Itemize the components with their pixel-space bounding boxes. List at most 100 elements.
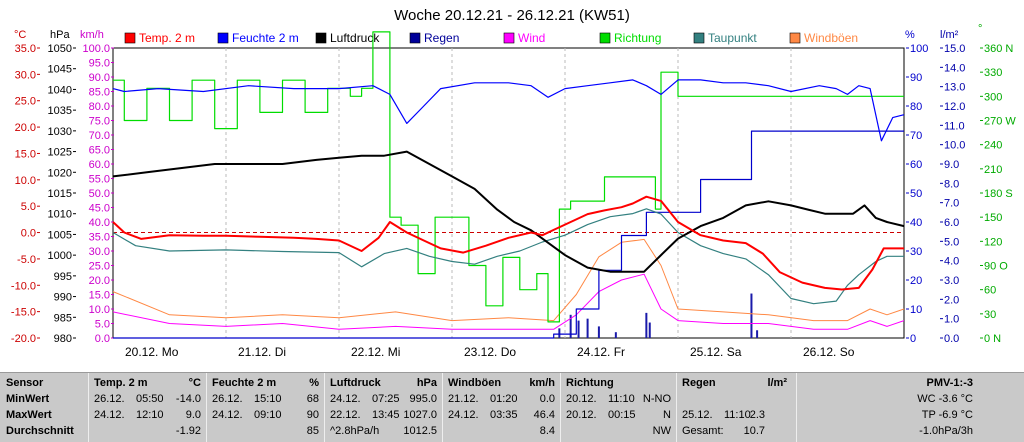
weather-chart: Woche 20.12.21 - 26.12.21 (KW51) °C hPa km/…	[11, 7, 1016, 359]
direction-axis-tick: 0 N	[984, 333, 1001, 345]
rain-axis-tick: 0.0	[944, 333, 959, 345]
stats-value: 1012.5	[403, 425, 437, 437]
stats-time: 05:50	[136, 393, 164, 405]
pressure-axis-tick: 1020	[48, 167, 72, 179]
day-label: 24.12. Fr	[577, 345, 625, 359]
stats-value: N	[663, 409, 671, 421]
legend-swatch	[503, 32, 515, 44]
stats-value: 68	[306, 393, 319, 405]
temp-axis-tick: -5.0	[17, 254, 36, 266]
stats-date: 24.12.	[448, 409, 479, 421]
stats-trend: ^2.8hPa/h	[330, 425, 380, 437]
stats-total-label: Gesamt:	[682, 425, 724, 437]
legend-label: Windböen	[804, 31, 858, 45]
stats-col-direction: Richtung 20.12. 11:10 N-NO 20.12. 00:15 N NW	[560, 373, 677, 442]
direction-unit-label: °	[978, 23, 982, 35]
wind-axis-tick: 10.0	[89, 304, 110, 316]
day-label: 26.12. So	[803, 345, 855, 359]
day-label: 22.12. Mi	[351, 345, 400, 359]
humidity-axis-tick: 70	[910, 130, 922, 142]
wind-axis-tick: 90.0	[89, 72, 110, 84]
rain-bar	[756, 330, 759, 338]
stats-value: 2.3	[749, 409, 765, 421]
humidity-axis-tick: 40	[910, 217, 922, 229]
legend-label: Temp. 2 m	[139, 31, 195, 45]
temp-unit-label: °C	[14, 29, 26, 41]
rain-bar	[648, 322, 651, 338]
temp-axis-tick: 30.0	[15, 69, 36, 81]
direction-axis-tick: 180 S	[984, 188, 1013, 200]
legend-swatch	[693, 32, 705, 44]
humidity-axis-tick: 80	[910, 101, 922, 113]
stats-header: Windböen	[448, 377, 502, 389]
humidity-axis-tick: 20	[910, 275, 922, 287]
stats-value: 9.0	[185, 409, 201, 421]
wind-axis-tick: 25.0	[89, 261, 110, 273]
stats-header: PMV-1:-3	[926, 377, 973, 389]
day-label: 20.12. Mo	[125, 345, 179, 359]
temp-axis-tick: 0.0	[21, 228, 36, 240]
rain-bar	[586, 318, 589, 338]
humidity-axis-tick: 10	[910, 304, 922, 316]
rain-axis-tick: 3.0	[944, 275, 959, 287]
rain-axis-tick: 9.0	[944, 159, 959, 171]
stats-label-max: MaxWert	[6, 409, 52, 421]
rain-axis-tick: 15.0	[944, 43, 965, 55]
legend-label: Wind	[518, 31, 545, 45]
stats-label-min: MinWert	[6, 393, 50, 405]
pressure-axis-tick: 1005	[48, 229, 72, 241]
stats-value: -1.92	[175, 425, 201, 437]
stats-col-pmv: PMV-1:-3 WC -3.6 °C TP -6.9 °C -1.0hPa/3…	[796, 373, 1024, 442]
day-label: 25.12. Sa	[690, 345, 742, 359]
legend-swatch	[217, 32, 229, 44]
legend-swatch	[315, 32, 327, 44]
rain-unit-label: l/m²	[940, 29, 959, 41]
rain-bar	[558, 328, 561, 338]
stats-time: 00:15	[608, 409, 636, 421]
stats-value: 46.4	[533, 409, 555, 421]
legend-swatch	[599, 32, 611, 44]
pressure-axis-tick: 1015	[48, 188, 72, 200]
wind-line	[112, 273, 905, 330]
stats-header-sensor: Sensor	[6, 377, 44, 389]
pressure-axis-tick: 1050	[48, 43, 72, 55]
stats-time: 03:35	[490, 409, 518, 421]
rain-bar	[750, 293, 753, 338]
stats-header: Feuchte 2 m	[212, 377, 277, 389]
stats-label-avg: Durchschnitt	[6, 425, 74, 437]
stats-time: 12:10	[136, 409, 164, 421]
temp-axis-tick: 10.0	[15, 175, 36, 187]
direction-axis-tick: 90 O	[984, 261, 1008, 273]
direction-axis-tick: 30	[984, 309, 996, 321]
temp-axis-tick: 25.0	[15, 96, 36, 108]
stats-value: WC -3.6 °C	[917, 393, 973, 405]
stats-header: Temp. 2 m	[94, 377, 148, 389]
stats-time: 11:10	[608, 393, 635, 405]
temperature-line	[112, 195, 904, 291]
rain-axis-tick: 1.0	[944, 314, 959, 326]
pressure-axis-tick: 1030	[48, 126, 72, 138]
stats-value: 995.0	[409, 393, 437, 405]
pressure-axis-tick: 990	[54, 292, 72, 304]
rain-axis-tick: 2.0	[944, 294, 959, 306]
rain-bar	[569, 314, 572, 338]
humidity-axis-tick: 50	[910, 188, 922, 200]
stats-value: 0.0	[539, 393, 555, 405]
direction-line	[113, 31, 904, 323]
pressure-axis-tick: 1035	[48, 105, 72, 117]
stats-value: 90	[306, 409, 319, 421]
stats-date: 24.12.	[330, 393, 361, 405]
direction-axis-tick: 240	[984, 140, 1002, 152]
day-label: 23.12. Do	[464, 345, 516, 359]
wind-axis-tick: 80.0	[89, 101, 110, 113]
pressure-axis-tick: 1040	[48, 84, 72, 96]
stats-value: 8.4	[539, 425, 555, 437]
pressure-axis-tick: 985	[54, 312, 72, 324]
legend-label: Regen	[424, 31, 459, 45]
legend-swatch	[409, 32, 421, 44]
humidity-axis-tick: 0	[910, 333, 916, 345]
stats-date: 21.12.	[448, 393, 479, 405]
stats-unit: %	[309, 377, 319, 389]
wind-axis-tick: 30.0	[89, 246, 110, 258]
stats-time: 15:10	[254, 393, 282, 405]
